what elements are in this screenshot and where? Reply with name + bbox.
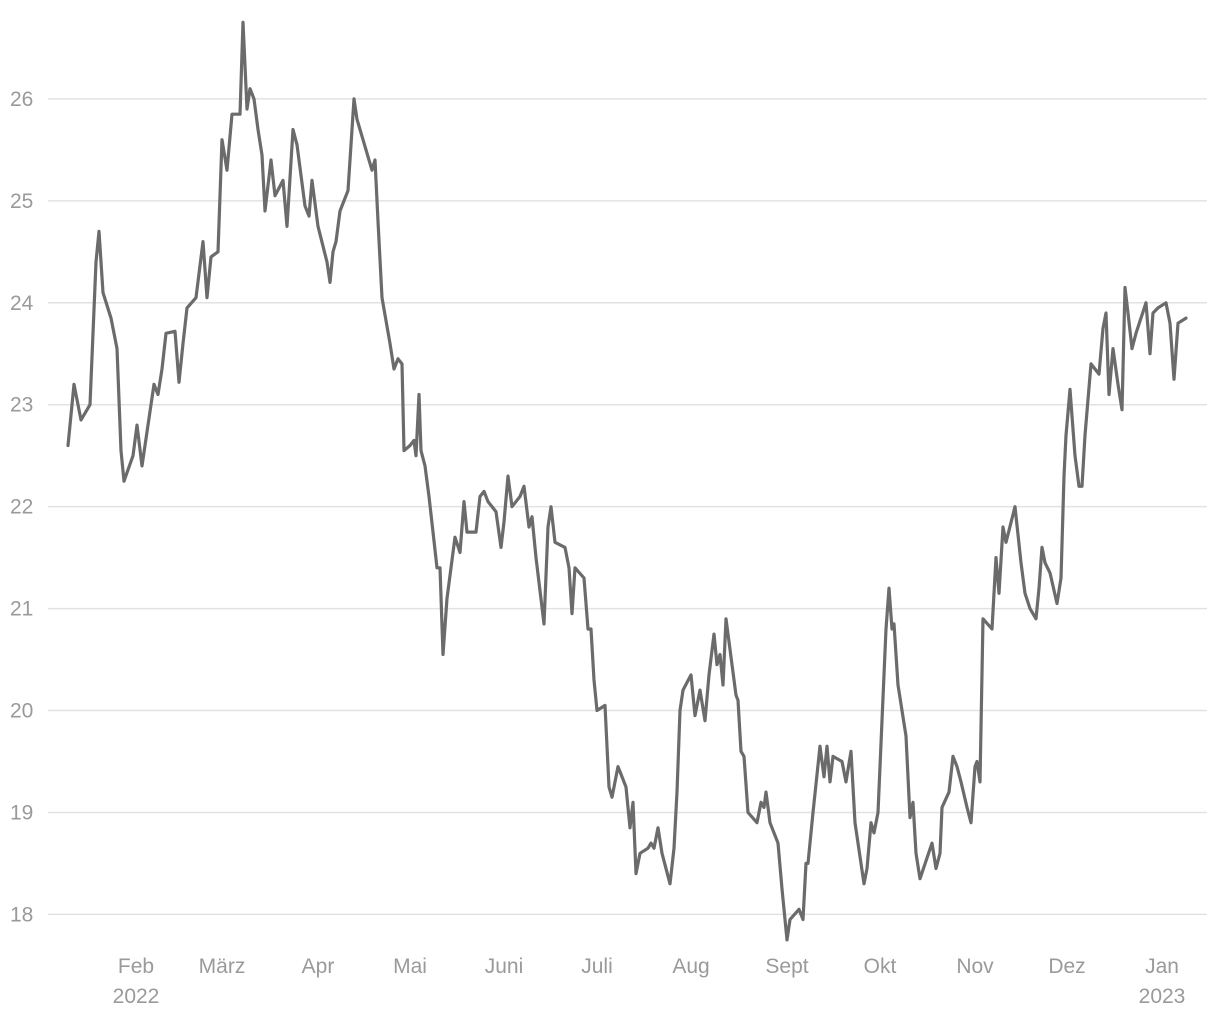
x-tick-label: Feb 2022 [113,955,160,1008]
x-tick-label: März [199,955,246,978]
y-tick-label: 24 [10,292,34,315]
x-tick-label: Juli [581,955,613,978]
x-tick-label: Dez [1048,955,1085,978]
y-tick-label: 21 [10,598,33,621]
x-tick-label: Juni [485,955,524,978]
x-tick-label: Sept [765,955,808,978]
price-line [66,20,1188,942]
y-tick-label: 18 [10,903,33,926]
y-tick-label: 25 [10,190,33,213]
x-tick-label: Jan 2023 [1139,955,1186,1008]
y-tick-label: 23 [10,394,33,417]
x-tick-label: Mai [393,955,427,978]
y-tick-label: 26 [10,88,33,111]
y-tick-label: 20 [10,700,33,723]
x-tick-label: Okt [864,955,897,978]
x-tick-label: Apr [302,955,335,978]
y-tick-label: 22 [10,496,33,519]
x-tick-label: Nov [956,955,994,978]
y-tick-label: 19 [10,801,33,824]
x-tick-label: Aug [672,955,709,978]
